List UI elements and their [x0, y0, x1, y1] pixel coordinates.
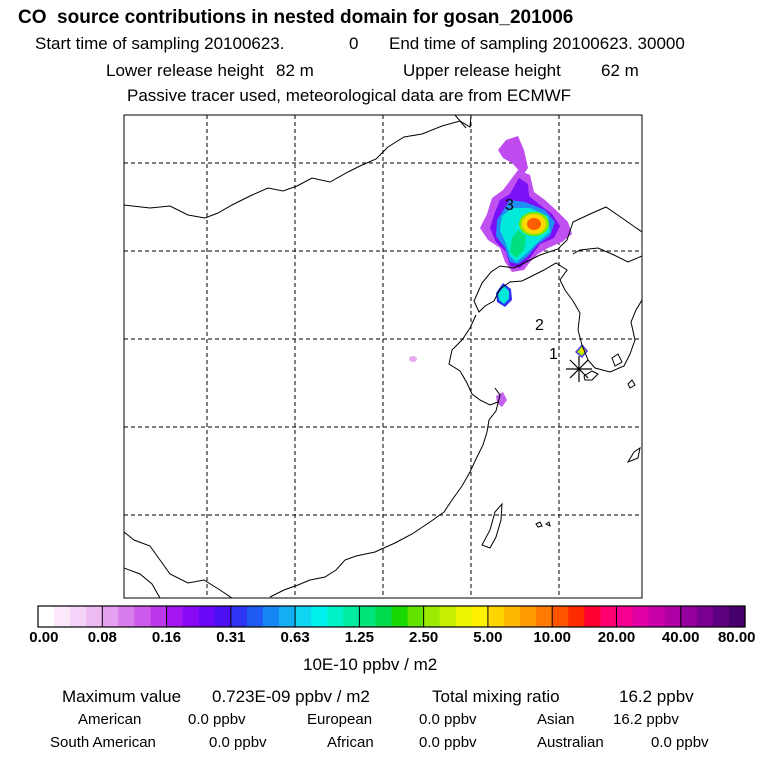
- colorbar-cell: [712, 606, 730, 627]
- colorbar-cell: [38, 606, 55, 627]
- region-american-name: American: [78, 711, 142, 728]
- region-australian-name: Australian: [537, 734, 604, 751]
- marker-1: 1: [549, 346, 558, 363]
- lower-release-label: Lower release height: [106, 61, 264, 80]
- coastlines: [124, 115, 642, 598]
- colorbar-cell: [102, 606, 119, 627]
- colorbar-cell: [327, 606, 344, 627]
- region-european-name: European: [307, 711, 373, 728]
- receptor-asterisk: [566, 356, 592, 382]
- colorbar-frame: [37, 605, 746, 628]
- total-mixing-label: Total mixing ratio: [432, 687, 560, 706]
- region-south-american-value: 0.0 ppbv: [209, 734, 267, 751]
- tracer-plume: [409, 136, 588, 407]
- colorbar-cell: [54, 606, 71, 627]
- region-american-value: 0.0 ppbv: [188, 711, 246, 728]
- colorbar-tick-label: 10.00: [533, 629, 571, 646]
- map-frame: [123, 114, 643, 599]
- colorbar-tick-label: 0.63: [280, 629, 310, 646]
- upper-release-value: 62 m: [601, 61, 639, 80]
- colorbar-cell: [86, 606, 103, 627]
- colorbar-tick-label: 0.00: [29, 629, 59, 646]
- region-south-american-name: South American: [50, 734, 156, 751]
- marker-3: 3: [505, 197, 514, 214]
- max-value: 0.723E-09 ppbv / m2: [212, 687, 370, 706]
- colorbar-cell: [439, 606, 457, 627]
- colorbar-cell: [295, 606, 312, 627]
- colorbar-cell: [664, 606, 682, 627]
- total-mixing-value: 16.2 ppbv: [619, 687, 694, 706]
- colorbar-cell: [214, 606, 232, 627]
- marker-2: 2: [535, 317, 544, 334]
- colorbar-tick-label: 0.08: [87, 629, 117, 646]
- chart-title: CO source contributions in nested domain…: [18, 7, 574, 28]
- colorbar-cell: [568, 606, 585, 627]
- region-asian-name: Asian: [537, 711, 575, 728]
- colorbar-cell: [648, 606, 666, 627]
- colorbar-cells: [38, 606, 746, 627]
- colorbar-tick-label: 2.50: [408, 629, 439, 646]
- region-australian-value: 0.0 ppbv: [651, 734, 709, 751]
- colorbar-cell: [423, 606, 441, 627]
- colorbar-cell: [70, 606, 87, 627]
- colorbar-cell: [503, 606, 521, 627]
- colorbar-cell: [616, 606, 634, 627]
- colorbar-cell: [728, 606, 746, 627]
- colorbar-tick-label: 0.31: [216, 629, 246, 646]
- start-time-value: 0: [349, 34, 359, 53]
- colorbar-units: 10E-10 ppbv / m2: [303, 655, 438, 674]
- start-time-label: Start time of sampling 20100623.: [35, 34, 285, 53]
- colorbar-cell: [520, 606, 537, 627]
- colorbar-tick-label: 0.16: [151, 629, 182, 646]
- colorbar-cell: [487, 606, 505, 627]
- lat-lon-grid: [124, 115, 642, 598]
- colorbar-dividers: [101, 606, 682, 627]
- lower-release-value: 82 m: [276, 61, 314, 80]
- colorbar-cell: [600, 606, 618, 627]
- end-time-label: End time of sampling 20100623. 30000: [389, 34, 685, 53]
- colorbar-cell: [166, 606, 184, 627]
- region-asian-value: 16.2 ppbv: [613, 711, 679, 728]
- colorbar-tick-label: 80.00: [717, 629, 756, 646]
- colorbar-cell: [182, 606, 200, 627]
- colorbar-cell: [407, 606, 425, 627]
- region-african-value: 0.0 ppbv: [419, 734, 477, 751]
- colorbar-cell: [262, 606, 280, 627]
- colorbar-cell: [311, 606, 328, 627]
- colorbar-cell: [279, 606, 296, 627]
- colorbar-cell: [375, 606, 393, 627]
- colorbar-cell: [455, 606, 473, 627]
- colorbar-cell: [391, 606, 409, 627]
- colorbar-cell: [680, 606, 698, 627]
- colorbar-cell: [198, 606, 216, 627]
- upper-release-label: Upper release height: [403, 61, 561, 80]
- tracer-info: Passive tracer used, meteorological data…: [127, 86, 572, 105]
- colorbar-cell: [118, 606, 136, 627]
- colorbar-cell: [471, 606, 489, 627]
- colorbar-tick-label: 40.00: [661, 629, 700, 646]
- colorbar-cell: [343, 606, 360, 627]
- colorbar-tick-label: 20.00: [597, 629, 636, 646]
- colorbar-cell: [696, 606, 714, 627]
- max-value-label: Maximum value: [62, 687, 182, 706]
- colorbar-tick-label: 1.25: [344, 629, 374, 646]
- colorbar-cell: [246, 606, 264, 627]
- colorbar-tick-label: 5.00: [473, 629, 503, 646]
- colorbar-cell: [552, 606, 569, 627]
- region-european-value: 0.0 ppbv: [419, 711, 477, 728]
- colorbar-cell: [632, 606, 650, 627]
- colorbar-cell: [584, 606, 601, 627]
- colorbar-cell: [536, 606, 553, 627]
- colorbar-cell: [150, 606, 168, 627]
- colorbar-cell: [230, 606, 248, 627]
- colorbar-cell: [134, 606, 152, 627]
- colorbar-cell: [359, 606, 377, 627]
- region-african-name: African: [327, 734, 374, 751]
